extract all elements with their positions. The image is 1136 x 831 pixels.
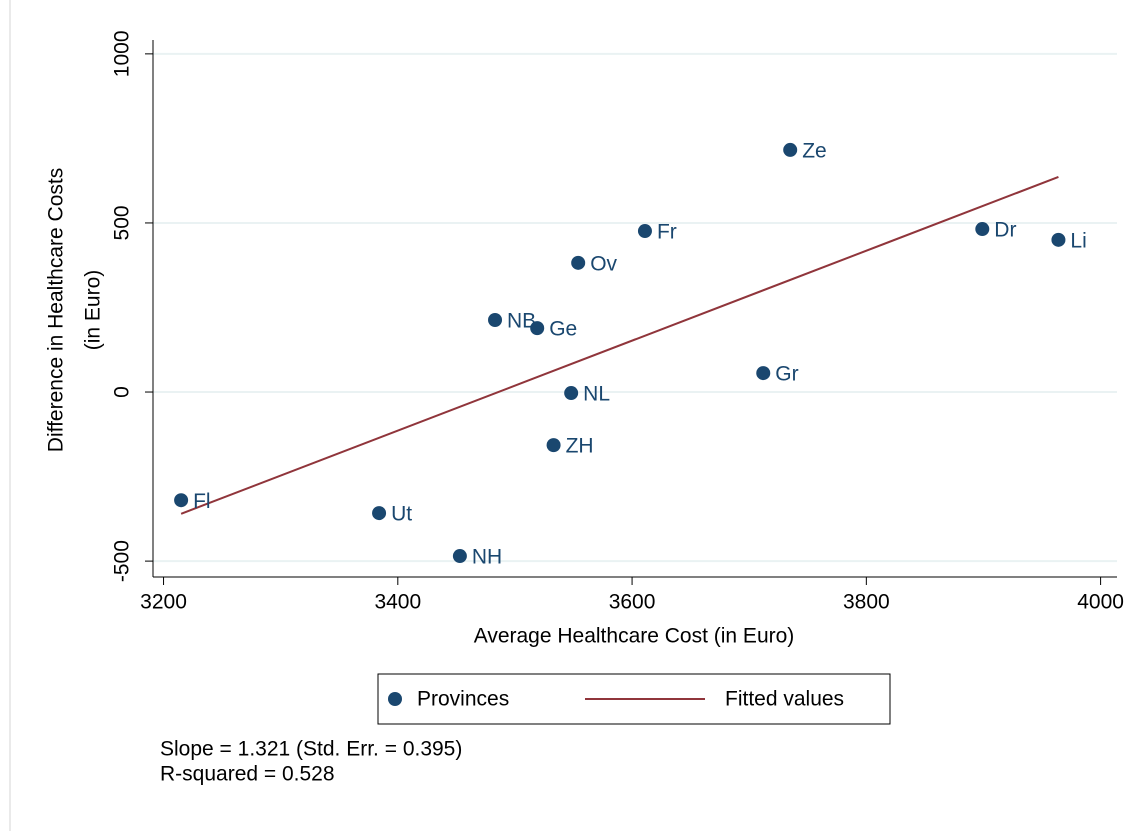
note: R-squared = 0.528 [160,763,335,786]
point [571,255,586,270]
point-label: Gr [775,363,798,386]
point [783,142,798,157]
y-axis-title: (in Euro) [82,270,105,351]
y-axis-title: Difference in Healthcare Costs [45,168,68,452]
y-tick-label: 0 [111,386,134,398]
x-tick-label: 3800 [843,591,890,614]
legend-label: Provinces [417,688,509,711]
legend-swatch [388,692,402,706]
note: Slope = 1.321 (Std. Err. = 0.395) [160,738,462,761]
x-tick-label: 3600 [609,591,656,614]
point [530,321,545,336]
point [975,222,990,237]
point-label: Dr [994,219,1016,242]
point-label: Ze [802,139,827,162]
point [488,312,503,327]
x-tick-label: 4000 [1077,591,1124,614]
point-label: NL [583,383,610,406]
point-label: Li [1070,229,1086,252]
x-axis-title: Average Healthcare Cost (in Euro) [474,625,795,648]
point-label: Ov [590,252,617,275]
point [1051,232,1066,247]
point [546,438,561,453]
point [452,549,467,564]
point [756,366,771,381]
point [564,386,579,401]
y-tick-label: 500 [111,205,134,240]
point-label: NB [507,310,536,333]
y-tick-label: -500 [111,540,134,582]
x-tick-label: 3400 [374,591,421,614]
point [372,506,387,521]
point-label: ZH [566,435,594,458]
point-label: Fl [193,490,211,513]
x-tick-label: 3200 [140,591,187,614]
y-tick-label: 1000 [111,31,134,78]
point-label: Ge [549,318,577,341]
point-label: Ut [391,503,412,526]
fitted-line [180,176,1059,515]
point-label: Fr [657,221,677,244]
point-label: NH [472,546,502,569]
point [174,493,189,508]
point [637,224,652,239]
legend-label: Fitted values [725,688,844,711]
